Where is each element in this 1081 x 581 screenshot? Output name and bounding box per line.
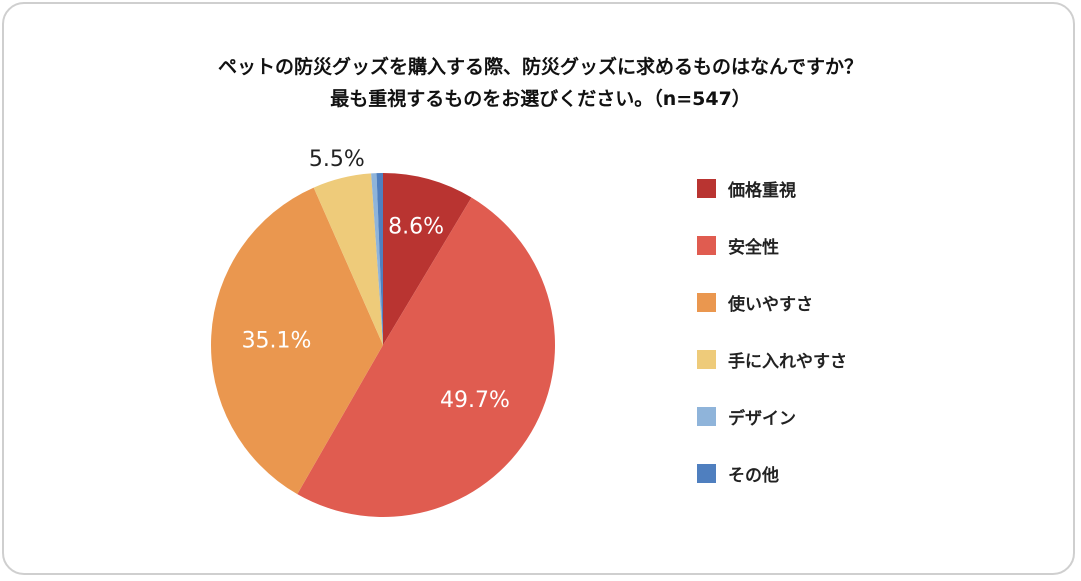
legend-item: 使いやすさ: [697, 274, 813, 331]
legend-item: 価格重視: [697, 160, 796, 217]
data-label-2: 35.1%: [242, 328, 312, 353]
legend-swatch: [697, 179, 716, 198]
legend-item: 安全性: [697, 217, 779, 274]
chart-title-line1: ペットの防災グッズを購入する際、防災グッズに求めるものはなんですか？: [217, 56, 864, 78]
pie-slice-5: [376, 173, 383, 345]
legend-label: デザイン: [728, 409, 796, 429]
legend-item: デザイン: [697, 388, 796, 445]
legend-label: 安全性: [728, 238, 779, 258]
legend-swatch: [697, 407, 716, 426]
legend-swatch: [697, 350, 716, 369]
chart-frame: [2, 2, 1075, 575]
pie-slice-4: [371, 173, 383, 345]
legend-label: その他: [728, 466, 779, 486]
data-label-0: 8.6%: [388, 215, 444, 240]
legend-label: 使いやすさ: [728, 295, 813, 315]
legend-item: その他: [697, 445, 779, 502]
data-label-3: 5.5%: [309, 147, 365, 172]
legend-item: 手に入れやすさ: [697, 331, 847, 388]
data-label-1: 49.7%: [440, 388, 510, 413]
legend-label: 手に入れやすさ: [728, 352, 847, 372]
pie-slice-2: [210, 187, 383, 495]
legend-label: 価格重視: [728, 181, 796, 201]
legend-swatch: [697, 236, 716, 255]
pie-slice-0: [383, 173, 472, 345]
legend-swatch: [697, 464, 716, 483]
pie-slice-3: [313, 173, 383, 345]
chart-title-line2: 最も重視するものをお選びください。（n=547）: [330, 88, 751, 110]
pie-slice-1: [297, 197, 556, 518]
legend-swatch: [697, 293, 716, 312]
